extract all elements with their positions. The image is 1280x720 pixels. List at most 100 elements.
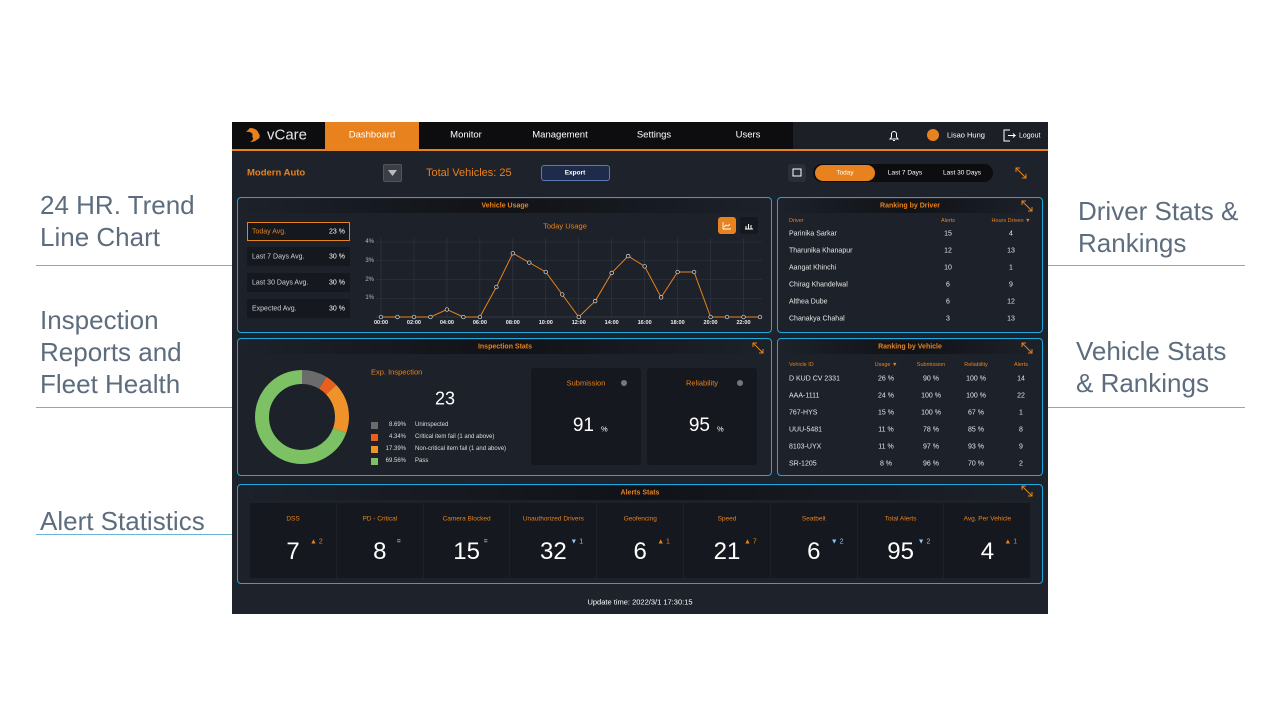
average-label: Last 30 Days Avg. bbox=[252, 279, 309, 286]
average-box[interactable] bbox=[247, 222, 350, 241]
range-option[interactable]: Last 7 Days bbox=[887, 169, 923, 177]
nav-tab[interactable]: Settings bbox=[636, 129, 672, 141]
table-cell: 24 % bbox=[878, 392, 894, 400]
panel-header bbox=[239, 340, 770, 354]
average-box[interactable] bbox=[247, 299, 350, 318]
alert-label: DSS bbox=[286, 515, 300, 523]
y-tick-label: 2% bbox=[365, 276, 374, 283]
user-name[interactable]: Lisao Hung bbox=[947, 130, 985, 140]
panel bbox=[777, 338, 1043, 476]
alert-delta: = bbox=[483, 538, 488, 546]
x-tick-label: 06:00 bbox=[472, 320, 487, 326]
table-cell: 1 bbox=[1019, 409, 1023, 417]
table-cell: 8 % bbox=[879, 460, 893, 468]
panel-title: Alerts Stats bbox=[620, 489, 660, 497]
x-tick-label: 04:00 bbox=[439, 320, 454, 326]
nav-underline bbox=[232, 149, 1048, 151]
active-tab[interactable] bbox=[325, 122, 419, 149]
annotation: 24 HR. Trend Line Chart bbox=[40, 190, 195, 252]
panel-header bbox=[779, 340, 1041, 354]
nav-tab[interactable]: Dashboard bbox=[348, 129, 396, 141]
chart-title: Today Usage bbox=[543, 221, 587, 231]
legend-swatch bbox=[371, 445, 378, 453]
info-icon[interactable] bbox=[621, 380, 627, 386]
annotation-rule bbox=[36, 534, 236, 535]
table-cell: 13 bbox=[1007, 247, 1015, 255]
column-header[interactable]: Hours Driven ▼ bbox=[991, 218, 1031, 224]
alert-delta: ▼ 2 bbox=[917, 538, 931, 546]
column-header: Submission bbox=[916, 362, 946, 368]
alert-value: 21 bbox=[713, 538, 741, 565]
table-cell: 1 bbox=[1009, 264, 1013, 272]
nav-tab[interactable]: Monitor bbox=[450, 129, 482, 141]
alert-card bbox=[684, 503, 770, 578]
average-label: Today Avg. bbox=[252, 228, 287, 235]
average-box[interactable] bbox=[247, 247, 350, 266]
table-cell: 14 bbox=[1017, 375, 1025, 383]
table-cell: Althea Dube bbox=[789, 298, 828, 306]
range-selected[interactable] bbox=[815, 165, 875, 181]
table-cell: 12 bbox=[1007, 298, 1015, 306]
legend-swatch bbox=[371, 433, 378, 441]
x-tick-label: 08:00 bbox=[505, 320, 520, 326]
company: Modern Auto bbox=[247, 167, 306, 179]
alert-value: 6 bbox=[807, 538, 821, 565]
y-tick-label: 4% bbox=[365, 239, 374, 245]
panel-header bbox=[779, 199, 1041, 213]
alert-delta: ▲ 7 bbox=[744, 538, 757, 546]
x-tick-label: 10:00 bbox=[538, 320, 553, 326]
alert-value: 95 bbox=[887, 538, 914, 565]
average-box[interactable] bbox=[247, 273, 350, 292]
stat-value: 95 bbox=[688, 415, 710, 436]
range-option[interactable]: Last 30 Days bbox=[943, 169, 981, 177]
export-button[interactable] bbox=[541, 165, 610, 181]
logout[interactable]: Logout bbox=[1019, 132, 1041, 140]
table-cell: 2 bbox=[1019, 460, 1023, 468]
column-header: Alerts bbox=[940, 218, 956, 224]
average-value: 23 % bbox=[329, 228, 345, 235]
alert-value: 32 bbox=[540, 538, 567, 565]
alert-card bbox=[336, 503, 423, 578]
average-value: 30 % bbox=[329, 305, 345, 312]
dropdown[interactable] bbox=[383, 164, 402, 182]
nav-tab[interactable]: Management bbox=[532, 129, 588, 141]
legend-label: Uninspected bbox=[415, 422, 449, 428]
stat-unit: % bbox=[601, 424, 608, 434]
panel-title: Inspection Stats bbox=[477, 343, 533, 351]
column-header[interactable]: Usage ▼ bbox=[874, 362, 898, 368]
alert-delta: ▲ 1 bbox=[1004, 538, 1018, 546]
average-value: 30 % bbox=[329, 279, 345, 286]
table-cell: D KUD CV 2331 bbox=[789, 375, 840, 383]
chart-button[interactable] bbox=[740, 217, 758, 234]
alert-delta: ▲ 1 bbox=[657, 538, 670, 546]
panel-title: Ranking by Driver bbox=[880, 202, 940, 210]
chart-button[interactable] bbox=[718, 217, 736, 234]
annotation: Driver Stats & Rankings bbox=[1078, 196, 1239, 258]
table-cell: 6 bbox=[946, 281, 950, 289]
column-header: Alerts bbox=[1013, 362, 1029, 368]
y-tick-label: 3% bbox=[365, 257, 374, 264]
column-header: Reliability bbox=[964, 362, 988, 368]
range-option[interactable]: Today bbox=[836, 169, 854, 177]
legend-value: 8.69% bbox=[388, 422, 406, 428]
table-cell: 15 bbox=[944, 230, 952, 238]
annotation: Inspection Reports and Fleet Health bbox=[40, 305, 182, 399]
alert-label: Total Alerts bbox=[884, 515, 917, 523]
table-cell: 9 bbox=[1009, 281, 1013, 289]
nav-tab[interactable]: Users bbox=[735, 129, 761, 141]
table-cell: Chirag Khandelwal bbox=[789, 281, 848, 289]
alert-delta: = bbox=[396, 538, 401, 546]
alert-delta: ▲ 2 bbox=[310, 538, 323, 546]
nav-right bbox=[793, 122, 1048, 150]
table-cell: 22 bbox=[1017, 392, 1025, 400]
table-cell: 85 % bbox=[968, 426, 984, 434]
alert-label: Unauthorized Drivers bbox=[522, 515, 584, 523]
alert-label: Speed bbox=[717, 515, 737, 523]
alert-label: Avg. Per Vehicle bbox=[963, 515, 1012, 523]
calendar-button[interactable] bbox=[788, 164, 806, 182]
info-icon[interactable] bbox=[737, 380, 743, 386]
table-cell: 100 % bbox=[921, 392, 941, 400]
alert-label: Seatbelt bbox=[801, 515, 826, 523]
table-cell: 10 bbox=[944, 264, 952, 272]
table-cell: 100 % bbox=[921, 409, 941, 417]
